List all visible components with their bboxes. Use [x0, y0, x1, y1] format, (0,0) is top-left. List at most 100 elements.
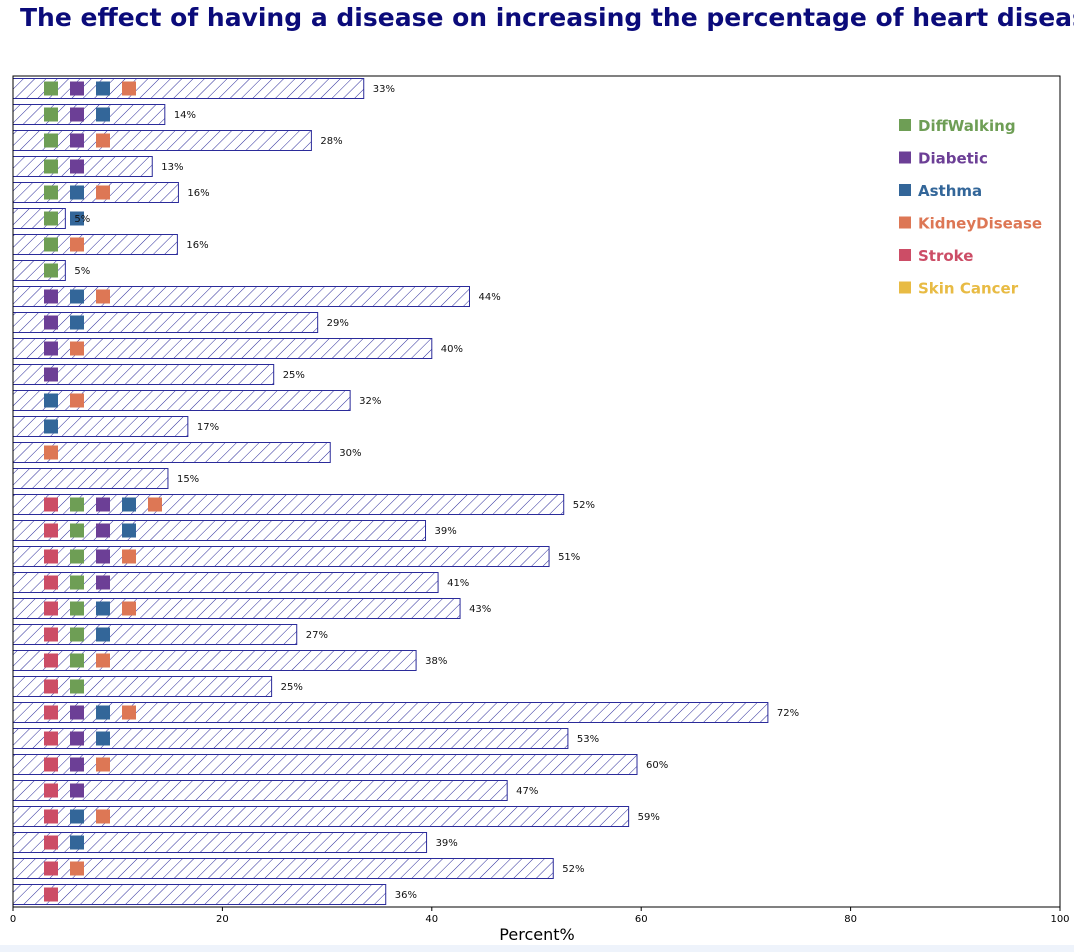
marker-stroke: [44, 627, 58, 642]
marker-diffwalking: [70, 549, 84, 564]
data-label: 28%: [320, 136, 342, 147]
marker-stroke: [44, 523, 58, 538]
marker-asthma: [96, 601, 110, 616]
bar-13: [12, 390, 351, 411]
bar-17: [12, 494, 565, 515]
marker-diabetic: [70, 159, 84, 174]
data-label: 15%: [177, 474, 199, 485]
marker-asthma: [70, 835, 84, 850]
data-label: 44%: [478, 292, 500, 303]
legend-label-stroke: Stroke: [918, 247, 973, 265]
bar-5: [12, 182, 179, 203]
bar-10: [12, 312, 319, 333]
marker-asthma: [44, 419, 58, 434]
marker-diffwalking: [70, 679, 84, 694]
marker-asthma: [122, 523, 136, 538]
marker-asthma: [44, 393, 58, 408]
marker-diabetic: [44, 315, 58, 330]
x-tick-label: 0: [10, 914, 16, 925]
marker-diabetic: [96, 497, 110, 512]
legend-swatch-skincancer: [899, 281, 911, 294]
marker-stroke: [44, 679, 58, 694]
marker-asthma: [70, 211, 84, 226]
marker-diabetic: [70, 81, 84, 96]
data-label: 39%: [436, 838, 458, 849]
marker-diffwalking: [44, 237, 58, 252]
marker-diabetic: [44, 367, 58, 382]
marker-stroke: [44, 809, 58, 824]
data-label: 41%: [447, 578, 469, 589]
legend-swatch-kidneydisease: [899, 216, 911, 229]
marker-asthma: [70, 289, 84, 304]
bar-31: [12, 858, 554, 879]
bar-7: [12, 234, 178, 255]
data-label: 5%: [74, 214, 90, 225]
data-label: 27%: [306, 630, 328, 641]
data-label: 43%: [469, 604, 491, 615]
marker-kidneydisease: [122, 705, 136, 720]
data-label: 40%: [441, 344, 463, 355]
marker-diabetic: [44, 289, 58, 304]
marker-kidneydisease: [96, 757, 110, 772]
plot-frame: [12, 75, 1061, 908]
legend-swatch-diabetic: [899, 151, 911, 164]
data-label: 14%: [174, 110, 196, 121]
x-tick-label: 100: [1050, 914, 1069, 925]
marker-asthma: [96, 705, 110, 720]
marker-diffwalking: [44, 133, 58, 148]
marker-diffwalking: [44, 159, 58, 174]
data-label: 72%: [777, 708, 799, 719]
data-label: 39%: [435, 526, 457, 537]
bar-19: [12, 546, 550, 567]
marker-diabetic: [70, 757, 84, 772]
data-label: 52%: [573, 500, 595, 511]
marker-stroke: [44, 861, 58, 876]
marker-diffwalking: [44, 185, 58, 200]
marker-stroke: [44, 497, 58, 512]
legend-label-asthma: Asthma: [918, 182, 982, 200]
marker-diffwalking: [70, 653, 84, 668]
marker-kidneydisease: [122, 549, 136, 564]
marker-diffwalking: [44, 211, 58, 226]
marker-diabetic: [70, 731, 84, 746]
marker-asthma: [96, 731, 110, 746]
marker-diabetic: [96, 523, 110, 538]
data-label: 47%: [516, 786, 538, 797]
data-label: 36%: [395, 890, 417, 901]
marker-stroke: [44, 887, 58, 902]
marker-asthma: [70, 809, 84, 824]
legend-swatch-stroke: [899, 249, 911, 261]
marker-kidneydisease: [70, 393, 84, 408]
marker-stroke: [44, 575, 58, 590]
marker-diffwalking: [44, 81, 58, 96]
marker-asthma: [96, 107, 110, 122]
marker-kidneydisease: [70, 237, 84, 252]
legend-swatch-diffwalking: [899, 119, 911, 131]
data-label: 38%: [425, 656, 447, 667]
marker-diffwalking: [70, 523, 84, 538]
data-label: 29%: [327, 318, 349, 329]
marker-diabetic: [96, 575, 110, 590]
data-label: 60%: [646, 760, 668, 771]
marker-kidneydisease: [70, 861, 84, 876]
marker-diffwalking: [70, 627, 84, 642]
marker-kidneydisease: [96, 289, 110, 304]
marker-asthma: [70, 185, 84, 200]
marker-kidneydisease: [122, 81, 136, 96]
data-label: 25%: [281, 682, 303, 693]
marker-stroke: [44, 835, 58, 850]
bottom-strip: [0, 945, 1074, 952]
marker-diffwalking: [44, 263, 58, 278]
bar-1: [12, 78, 365, 99]
marker-kidneydisease: [96, 809, 110, 824]
chart-title: The effect of having a disease on increa…: [20, 3, 1074, 32]
bar-28: [12, 780, 508, 801]
data-label: 52%: [562, 864, 584, 875]
data-label: 16%: [186, 240, 208, 251]
legend-label-kidneydisease: KidneyDisease: [918, 215, 1042, 233]
marker-stroke: [44, 731, 58, 746]
x-tick-label: 40: [425, 914, 438, 925]
marker-diffwalking: [70, 575, 84, 590]
x-axis-label: Percent%: [499, 925, 574, 944]
